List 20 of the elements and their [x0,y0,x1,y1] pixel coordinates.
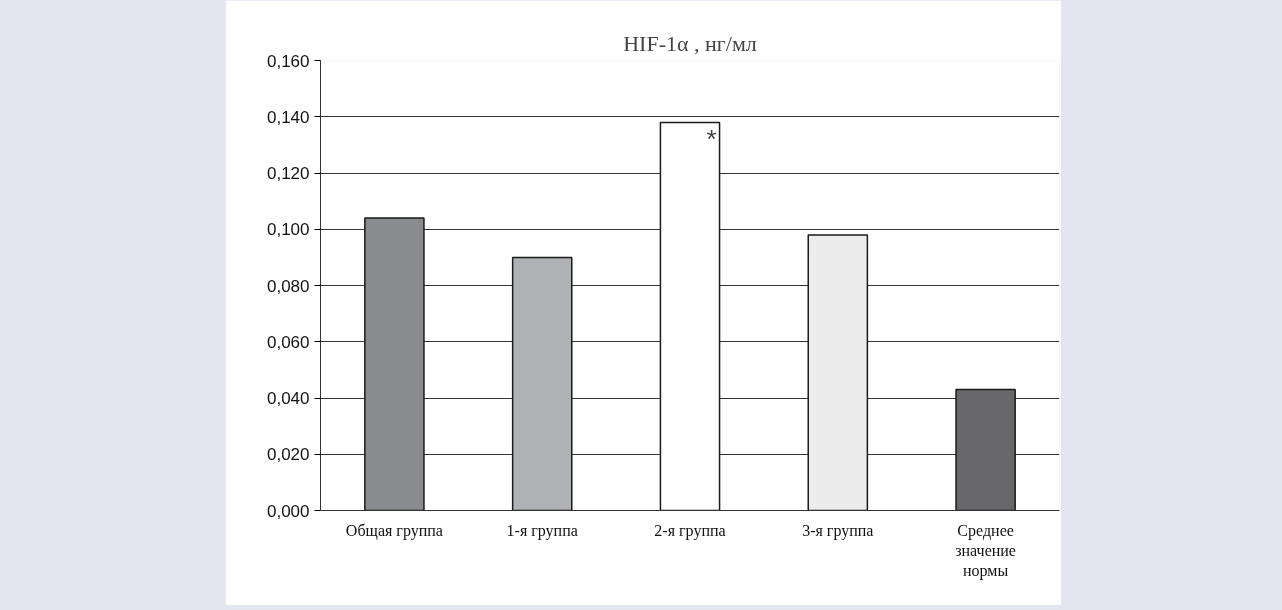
bar [807,234,869,511]
y-tick-label: 0,140 [266,107,310,127]
x-tick-label: 2-я группа [654,521,726,540]
y-tick-label: 0,020 [266,445,310,465]
bar [364,217,425,511]
bar [955,388,1016,511]
y-tick-label: 0,080 [266,276,310,296]
y-tick-label: 0,160 [266,51,310,71]
y-tick-label: 0,000 [266,501,310,521]
y-tick-label: 0,100 [266,220,310,240]
annotation: * [706,124,717,155]
x-tick-label: Общая группа [345,521,443,540]
x-tick-label: 1-я группа [506,521,578,540]
y-tick-label: 0,040 [266,389,310,408]
chart-title: HIF-1α , нг/мл [623,30,757,56]
x-tick-label: Среднее значение нормы [955,521,1016,581]
bar [511,256,573,511]
y-tick-label: 0,120 [266,164,310,183]
y-tick-label: 0,060 [266,332,310,352]
x-tick-label: 3-я группа [802,521,874,540]
